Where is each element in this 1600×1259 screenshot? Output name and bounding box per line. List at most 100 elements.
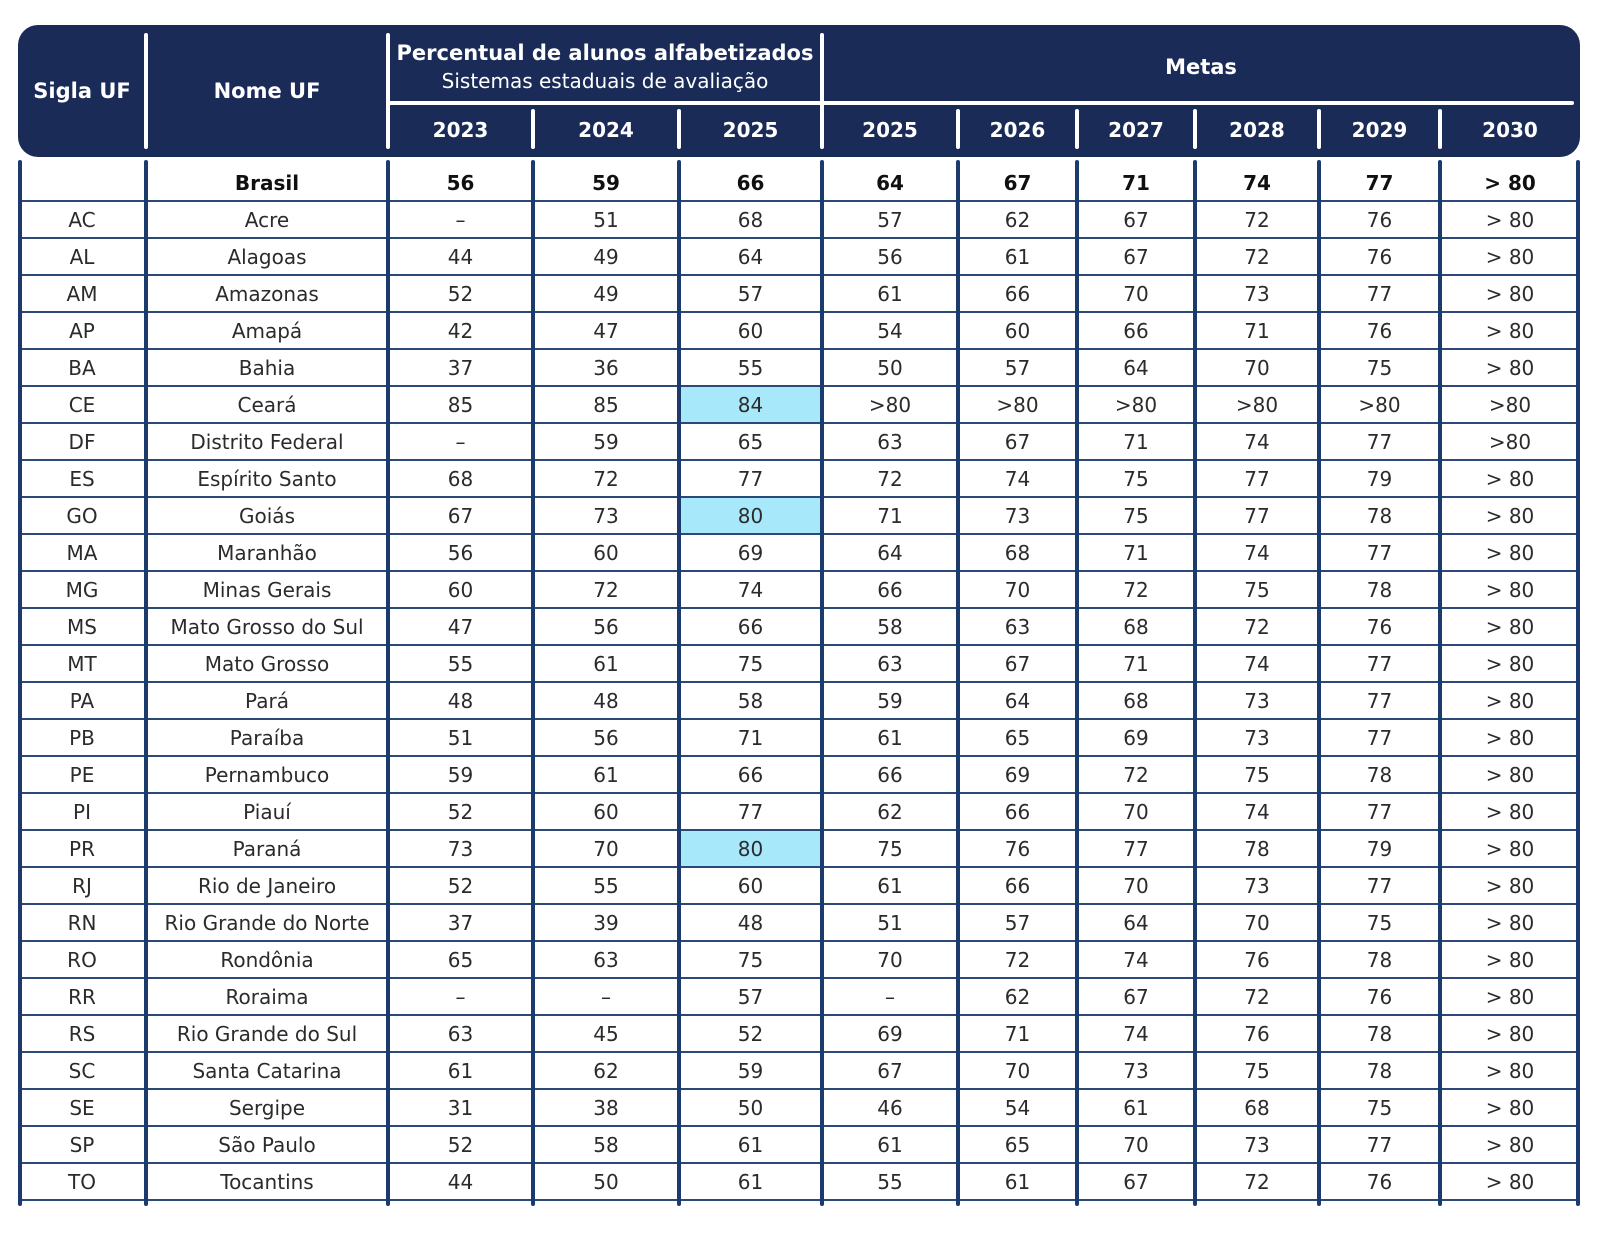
cell-value: 60	[737, 318, 764, 343]
cell-sigla-uf: PI	[73, 799, 91, 824]
cell-value: 66	[737, 614, 764, 639]
cell-value: >80	[1358, 392, 1401, 417]
cell-sigla-uf: MG	[65, 577, 99, 602]
table-row: BA Bahia 37 36 55 50 57 64 70 75 > 80	[18, 350, 1580, 387]
cell-value: 55	[593, 873, 619, 898]
cell-value: > 80	[1485, 984, 1535, 1009]
cell-value: 72	[1244, 1169, 1270, 1194]
grid-vertical-line	[1075, 160, 1079, 1206]
cell-value: 51	[877, 910, 903, 935]
year-header-row: 2023 2024 2025 2025 2026 2027 2028 2029 …	[388, 103, 1580, 157]
cell-value: 58	[877, 614, 903, 639]
cell-sigla-uf: MA	[66, 540, 98, 565]
cell-value: 71	[877, 503, 903, 528]
cell-value: 67	[1123, 984, 1149, 1009]
cell-value: 72	[1123, 762, 1149, 787]
cell-value: 60	[447, 577, 474, 602]
cell-value: > 80	[1485, 281, 1535, 306]
cell-value: 78	[1366, 503, 1393, 528]
cell-value: 56	[593, 614, 619, 639]
cell-sigla-uf: AC	[68, 207, 96, 232]
table-row: PE Pernambuco 59 61 66 66 69 72 75 78 > 80	[18, 757, 1580, 794]
header-divider	[1193, 109, 1197, 149]
cell-value: 77	[1366, 1132, 1393, 1157]
cell-value: 67	[1004, 651, 1031, 676]
cell-value: 77	[1365, 170, 1394, 195]
cell-value: 48	[593, 688, 619, 713]
cell-sigla-uf: PA	[69, 688, 95, 713]
table-row: PI Piauí 52 60 77 62 66 70 74 77 > 80	[18, 794, 1580, 831]
cell-value: 73	[1123, 1058, 1149, 1083]
cell-value: 85	[447, 392, 474, 417]
cell-value: 55	[737, 355, 764, 380]
cell-sigla-uf: GO	[66, 503, 98, 528]
cell-value: 66	[736, 170, 765, 195]
cell-sigla-uf: AP	[69, 318, 95, 343]
header-divider	[1075, 109, 1079, 149]
cell-nome-uf: Rio Grande do Sul	[176, 1021, 358, 1046]
cell-value: 75	[1123, 503, 1149, 528]
year-header-meta-2026: 2026	[989, 118, 1046, 142]
cell-value: 76	[1366, 244, 1393, 269]
header-divider	[820, 33, 824, 149]
cell-value: 74	[1244, 651, 1270, 676]
cell-nome-uf: Piauí	[243, 799, 291, 824]
cell-value: > 80	[1485, 725, 1535, 750]
grid-vertical-line	[386, 160, 390, 1206]
column-header-nome-uf: Nome UF	[213, 79, 321, 103]
cell-value: 70	[1123, 281, 1149, 306]
cell-sigla-uf: RN	[67, 910, 97, 935]
cell-value: 64	[1123, 910, 1149, 935]
header-divider	[531, 109, 535, 149]
cell-value: 48	[737, 910, 764, 935]
cell-value: 61	[877, 281, 903, 306]
cell-sigla-uf: RO	[67, 947, 97, 972]
cell-value: > 80	[1485, 947, 1535, 972]
year-header-2024: 2024	[578, 118, 634, 142]
cell-sigla-uf: MT	[67, 651, 97, 676]
cell-value: 77	[1244, 503, 1270, 528]
cell-nome-uf: Tocantins	[220, 1169, 314, 1194]
cell-value: 71	[1123, 540, 1149, 565]
cell-value: > 80	[1485, 873, 1535, 898]
table-row: GO Goiás 67 73 80 71 73 75 77 78 > 80	[18, 498, 1580, 535]
cell-value: 61	[877, 873, 903, 898]
cell-value: 73	[447, 836, 474, 861]
cell-value: 50	[737, 1095, 764, 1120]
cell-value: 57	[1004, 355, 1031, 380]
cell-value: 61	[447, 1058, 474, 1083]
cell-sigla-uf: PB	[69, 725, 95, 750]
cell-value: 74	[1244, 429, 1270, 454]
cell-value: 71	[1004, 1021, 1031, 1046]
cell-nome-uf: Rio Grande do Norte	[164, 910, 370, 935]
cell-value: 46	[877, 1095, 903, 1120]
table-row: Brasil 56 59 66 64 67 71 74 77 > 80	[18, 165, 1580, 202]
cell-value: 78	[1366, 1021, 1393, 1046]
cell-value: 70	[1123, 1132, 1149, 1157]
cell-value: 66	[737, 762, 764, 787]
cell-value: 80	[679, 831, 822, 866]
cell-value: 61	[877, 1132, 903, 1157]
cell-value: 56	[593, 725, 619, 750]
cell-value: 63	[877, 651, 903, 676]
cell-value: 61	[737, 1169, 764, 1194]
cell-value: 66	[877, 762, 903, 787]
cell-value: 70	[877, 947, 903, 972]
cell-value: 52	[447, 1132, 474, 1157]
cell-value: 64	[1004, 688, 1031, 713]
cell-value: 78	[1366, 577, 1393, 602]
cell-value: 51	[593, 207, 619, 232]
cell-value: 71	[1123, 651, 1149, 676]
cell-sigla-uf: TO	[68, 1169, 96, 1194]
cell-value: 47	[447, 614, 474, 639]
cell-value: –	[885, 984, 895, 1009]
cell-value: 75	[1366, 910, 1393, 935]
cell-value: 79	[1366, 466, 1393, 491]
cell-value: 67	[1123, 207, 1149, 232]
cell-value: 61	[1004, 1169, 1031, 1194]
cell-value: 75	[1366, 1095, 1393, 1120]
cell-value: > 80	[1485, 614, 1535, 639]
cell-value: 76	[1366, 207, 1393, 232]
cell-value: 72	[1244, 984, 1270, 1009]
cell-sigla-uf: AM	[66, 281, 98, 306]
